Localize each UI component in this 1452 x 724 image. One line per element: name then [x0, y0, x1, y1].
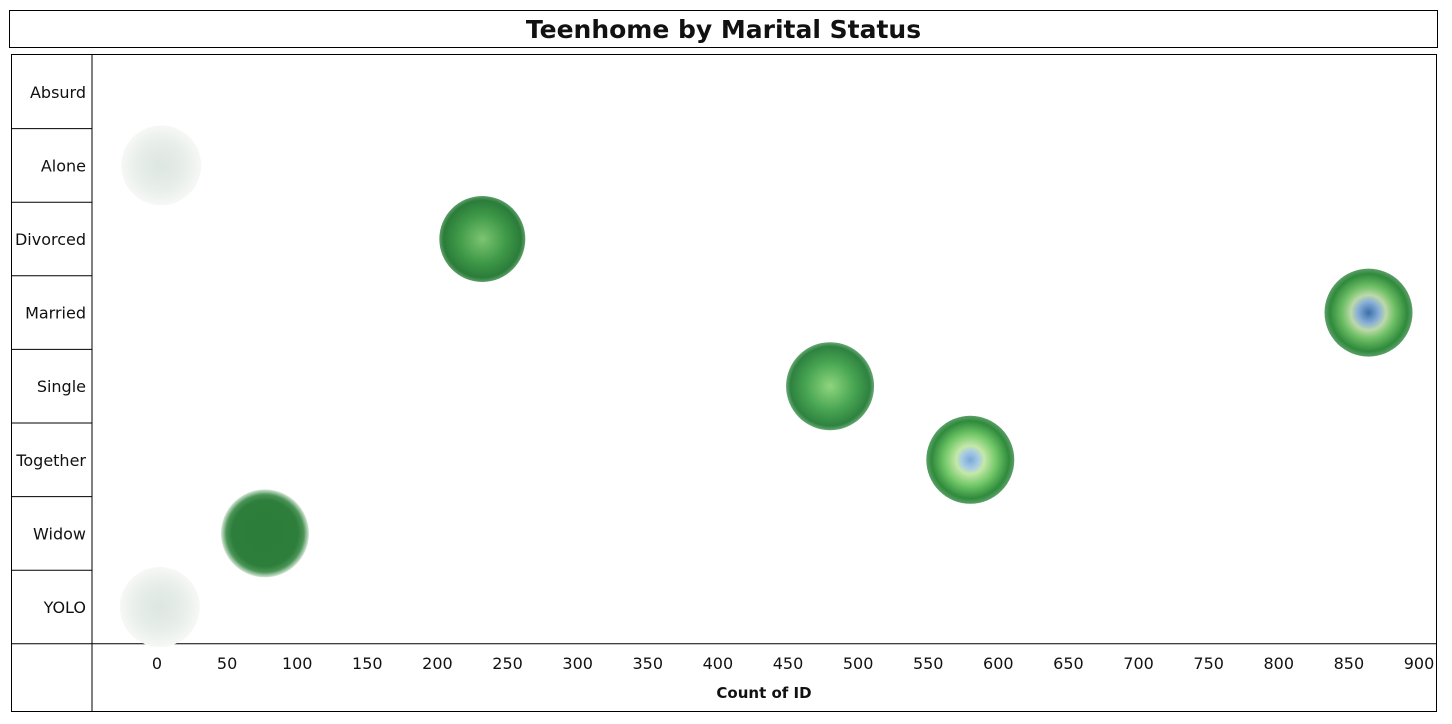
- row-label-widow: Widow: [33, 524, 86, 543]
- row-label-single: Single: [37, 377, 86, 396]
- bubbles: [119, 125, 1413, 647]
- row-label-divorced: Divorced: [15, 230, 86, 249]
- bubble-single: [786, 342, 875, 431]
- bubble-yolo: [119, 567, 200, 647]
- bubble-alone: [121, 125, 202, 206]
- x-tick-550: 550: [913, 654, 944, 673]
- x-axis-title: Count of ID: [716, 684, 811, 702]
- x-tick-400: 400: [703, 654, 734, 673]
- row-label-absurd: Absurd: [30, 83, 86, 102]
- chart-frame: [11, 54, 1437, 712]
- row-label-married: Married: [25, 304, 86, 323]
- x-tick-650: 650: [1053, 654, 1084, 673]
- bubble-widow: [220, 489, 309, 578]
- bubble-divorced: [439, 196, 526, 282]
- x-tick-850: 850: [1334, 654, 1365, 673]
- x-tick-350: 350: [633, 654, 664, 673]
- row-label-yolo: YOLO: [43, 598, 86, 617]
- x-tick-600: 600: [983, 654, 1014, 673]
- bubble-together: [926, 415, 1015, 504]
- x-tick-300: 300: [562, 654, 593, 673]
- x-tick-250: 250: [492, 654, 523, 673]
- x-axis-ticks: 0 50 100 150 200 250 300 350 400 450 500 550 600 650 7…: [152, 654, 1434, 673]
- row-label-together: Together: [15, 451, 86, 470]
- chart-title: Teenhome by Marital Status: [9, 10, 1438, 48]
- x-tick-500: 500: [843, 654, 874, 673]
- row-separators: [11, 54, 1437, 712]
- row-labels: Absurd Alone Divorced Married Single Together…: [15, 83, 86, 617]
- x-tick-0: 0: [152, 654, 162, 673]
- x-tick-900: 900: [1404, 654, 1435, 673]
- x-tick-700: 700: [1123, 654, 1154, 673]
- bubble-married: [1324, 268, 1413, 357]
- x-tick-100: 100: [282, 654, 313, 673]
- x-tick-800: 800: [1264, 654, 1295, 673]
- x-tick-200: 200: [422, 654, 453, 673]
- x-tick-750: 750: [1193, 654, 1224, 673]
- x-tick-450: 450: [773, 654, 804, 673]
- x-tick-150: 150: [352, 654, 383, 673]
- row-label-alone: Alone: [41, 156, 86, 175]
- x-tick-50: 50: [217, 654, 237, 673]
